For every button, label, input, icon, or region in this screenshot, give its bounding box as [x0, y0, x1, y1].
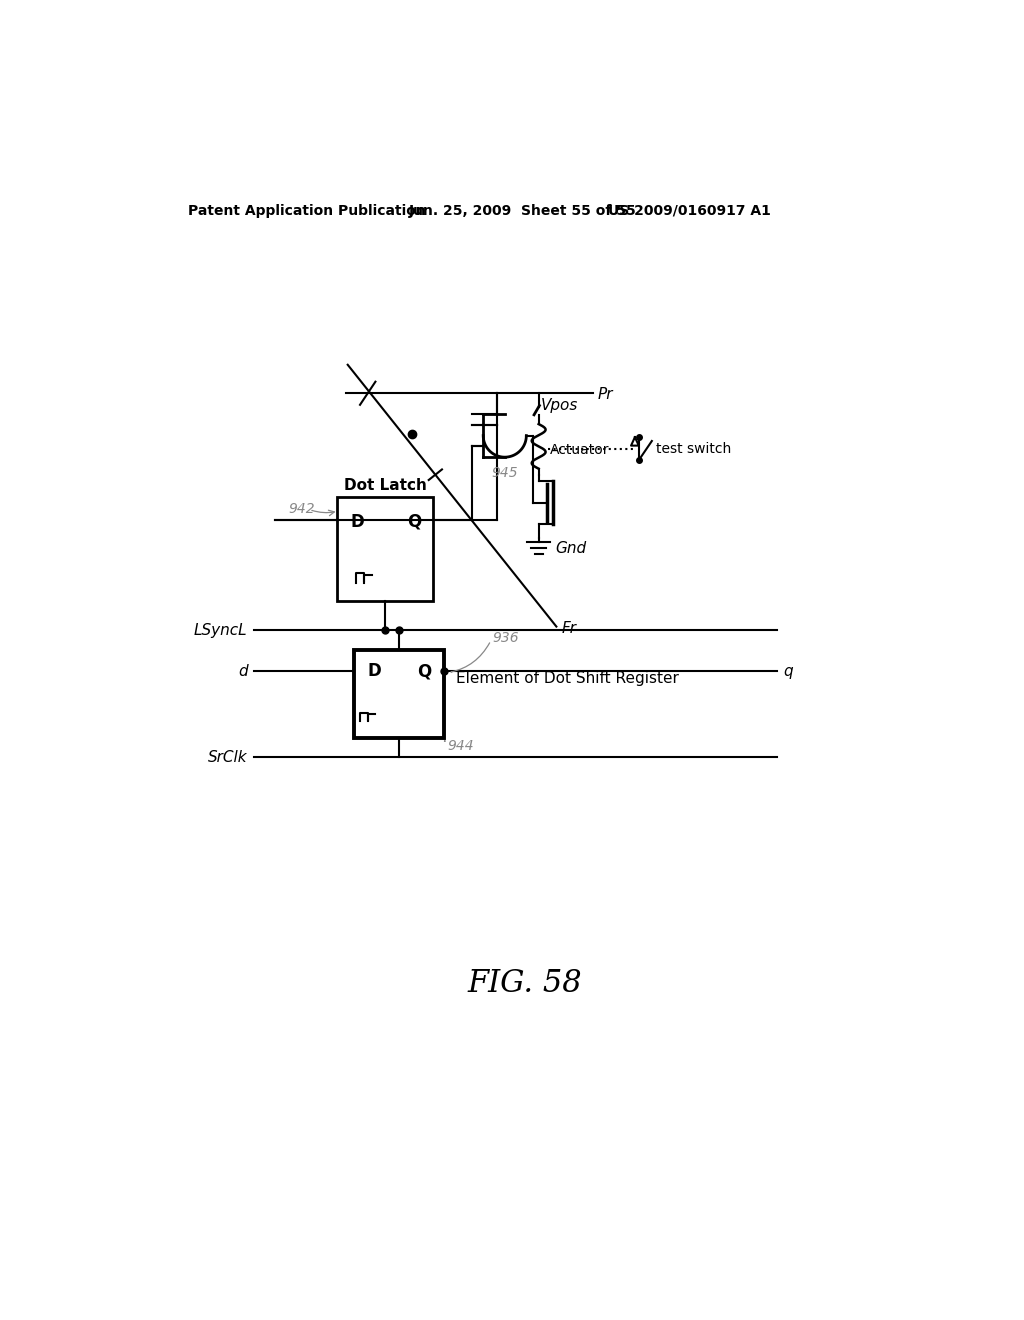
- Text: Patent Application Publication: Patent Application Publication: [188, 203, 426, 218]
- Text: Element of Dot Shift Register: Element of Dot Shift Register: [456, 672, 678, 686]
- Text: 944: 944: [447, 739, 474, 752]
- Bar: [337, 498, 433, 601]
- FancyArrowPatch shape: [452, 643, 489, 672]
- Text: D: D: [351, 513, 365, 531]
- Text: SrClk: SrClk: [208, 750, 248, 766]
- Text: Dot Latch: Dot Latch: [344, 478, 426, 494]
- Text: Fr: Fr: [562, 620, 577, 636]
- Text: test switch: test switch: [656, 442, 732, 455]
- Text: D: D: [367, 663, 381, 680]
- Text: Pr: Pr: [598, 387, 613, 401]
- Text: Q: Q: [407, 513, 421, 531]
- Text: Actuator: Actuator: [550, 444, 609, 457]
- Text: LSyncL: LSyncL: [194, 623, 248, 638]
- Text: US 2009/0160917 A1: US 2009/0160917 A1: [608, 203, 771, 218]
- Text: 942: 942: [289, 502, 315, 516]
- Bar: [354, 649, 444, 738]
- Text: d: d: [238, 664, 248, 678]
- Text: 945: 945: [490, 466, 517, 479]
- Text: Gnd: Gnd: [556, 540, 587, 556]
- Text: Q: Q: [418, 663, 432, 680]
- Text: Jun. 25, 2009  Sheet 55 of 55: Jun. 25, 2009 Sheet 55 of 55: [410, 203, 637, 218]
- Text: 936: 936: [493, 631, 519, 645]
- Text: Vpos: Vpos: [541, 399, 579, 413]
- Text: q: q: [783, 664, 794, 678]
- Text: FIG. 58: FIG. 58: [468, 969, 582, 999]
